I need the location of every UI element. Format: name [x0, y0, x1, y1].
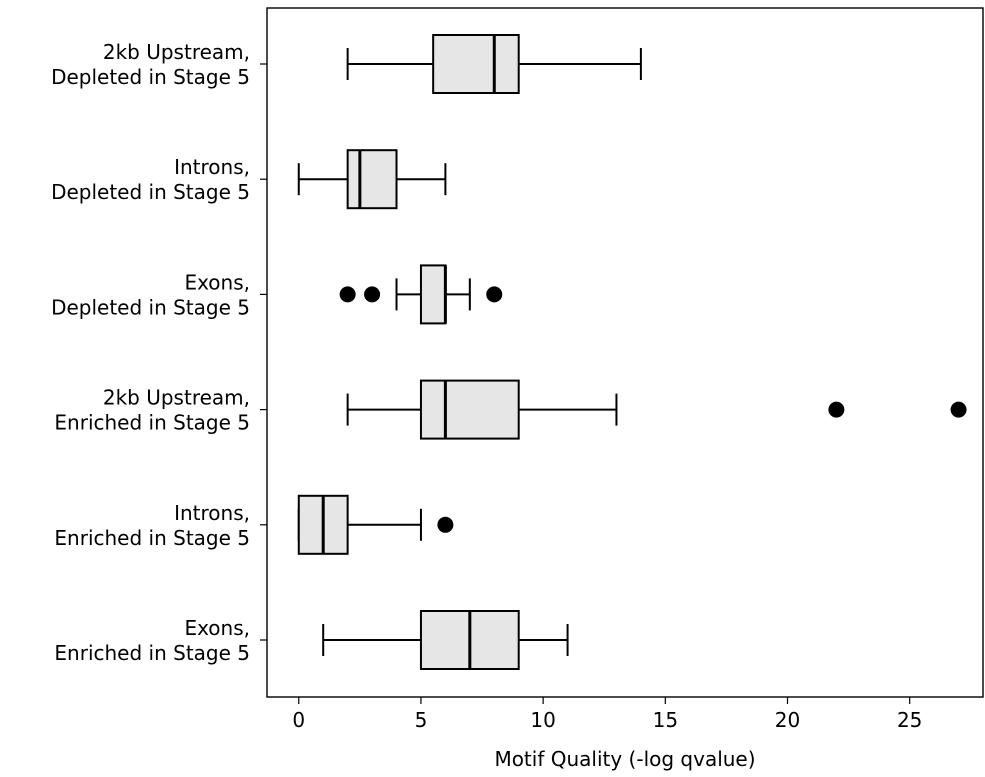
category-label-line1: Introns, — [174, 501, 250, 525]
box-group — [322, 610, 569, 670]
x-tick-label: 10 — [530, 708, 555, 732]
iqr-box — [419, 264, 447, 325]
plot-frame — [266, 7, 984, 698]
outlier-point — [339, 286, 356, 303]
x-tick-label: 20 — [775, 708, 800, 732]
outlier-point — [486, 286, 503, 303]
box-group — [297, 494, 454, 555]
x-axis-ticks: 0 5 10 15 20 25 — [292, 697, 922, 732]
category-label-line2: Enriched in Stage 5 — [54, 411, 250, 435]
category-labels: 2kb Upstream,Depleted in Stage 5Introns,… — [51, 40, 267, 665]
x-tick-label: 25 — [897, 708, 922, 732]
iqr-box — [346, 149, 398, 210]
outlier-point — [364, 286, 381, 303]
category-label-line1: Exons, — [184, 270, 250, 294]
category-label-line2: Enriched in Stage 5 — [54, 526, 250, 550]
category-label-line2: Depleted in Stage 5 — [51, 65, 250, 89]
box-group — [346, 34, 642, 94]
category-label-line1: Introns, — [174, 155, 250, 179]
x-axis-label: Motif Quality (-log qvalue) — [494, 747, 755, 771]
box-group — [297, 149, 447, 210]
outlier-point — [950, 401, 967, 418]
x-tick-label: 15 — [653, 708, 678, 732]
iqr-box — [419, 379, 520, 440]
category-label-line2: Depleted in Stage 5 — [51, 180, 250, 204]
category-label-line1: 2kb Upstream, — [103, 386, 250, 410]
box-group — [346, 379, 967, 440]
category-label-line1: 2kb Upstream, — [103, 40, 250, 64]
category-label-line1: Exons, — [184, 616, 250, 640]
outlier-point — [437, 516, 454, 533]
outlier-point — [828, 401, 845, 418]
boxes-layer — [297, 34, 967, 670]
x-tick-label: 0 — [292, 708, 305, 732]
x-tick-label: 5 — [415, 708, 428, 732]
box-group — [339, 264, 503, 325]
category-label-line2: Enriched in Stage 5 — [54, 641, 250, 665]
category-label-line2: Depleted in Stage 5 — [51, 295, 250, 319]
iqr-box — [432, 34, 520, 94]
